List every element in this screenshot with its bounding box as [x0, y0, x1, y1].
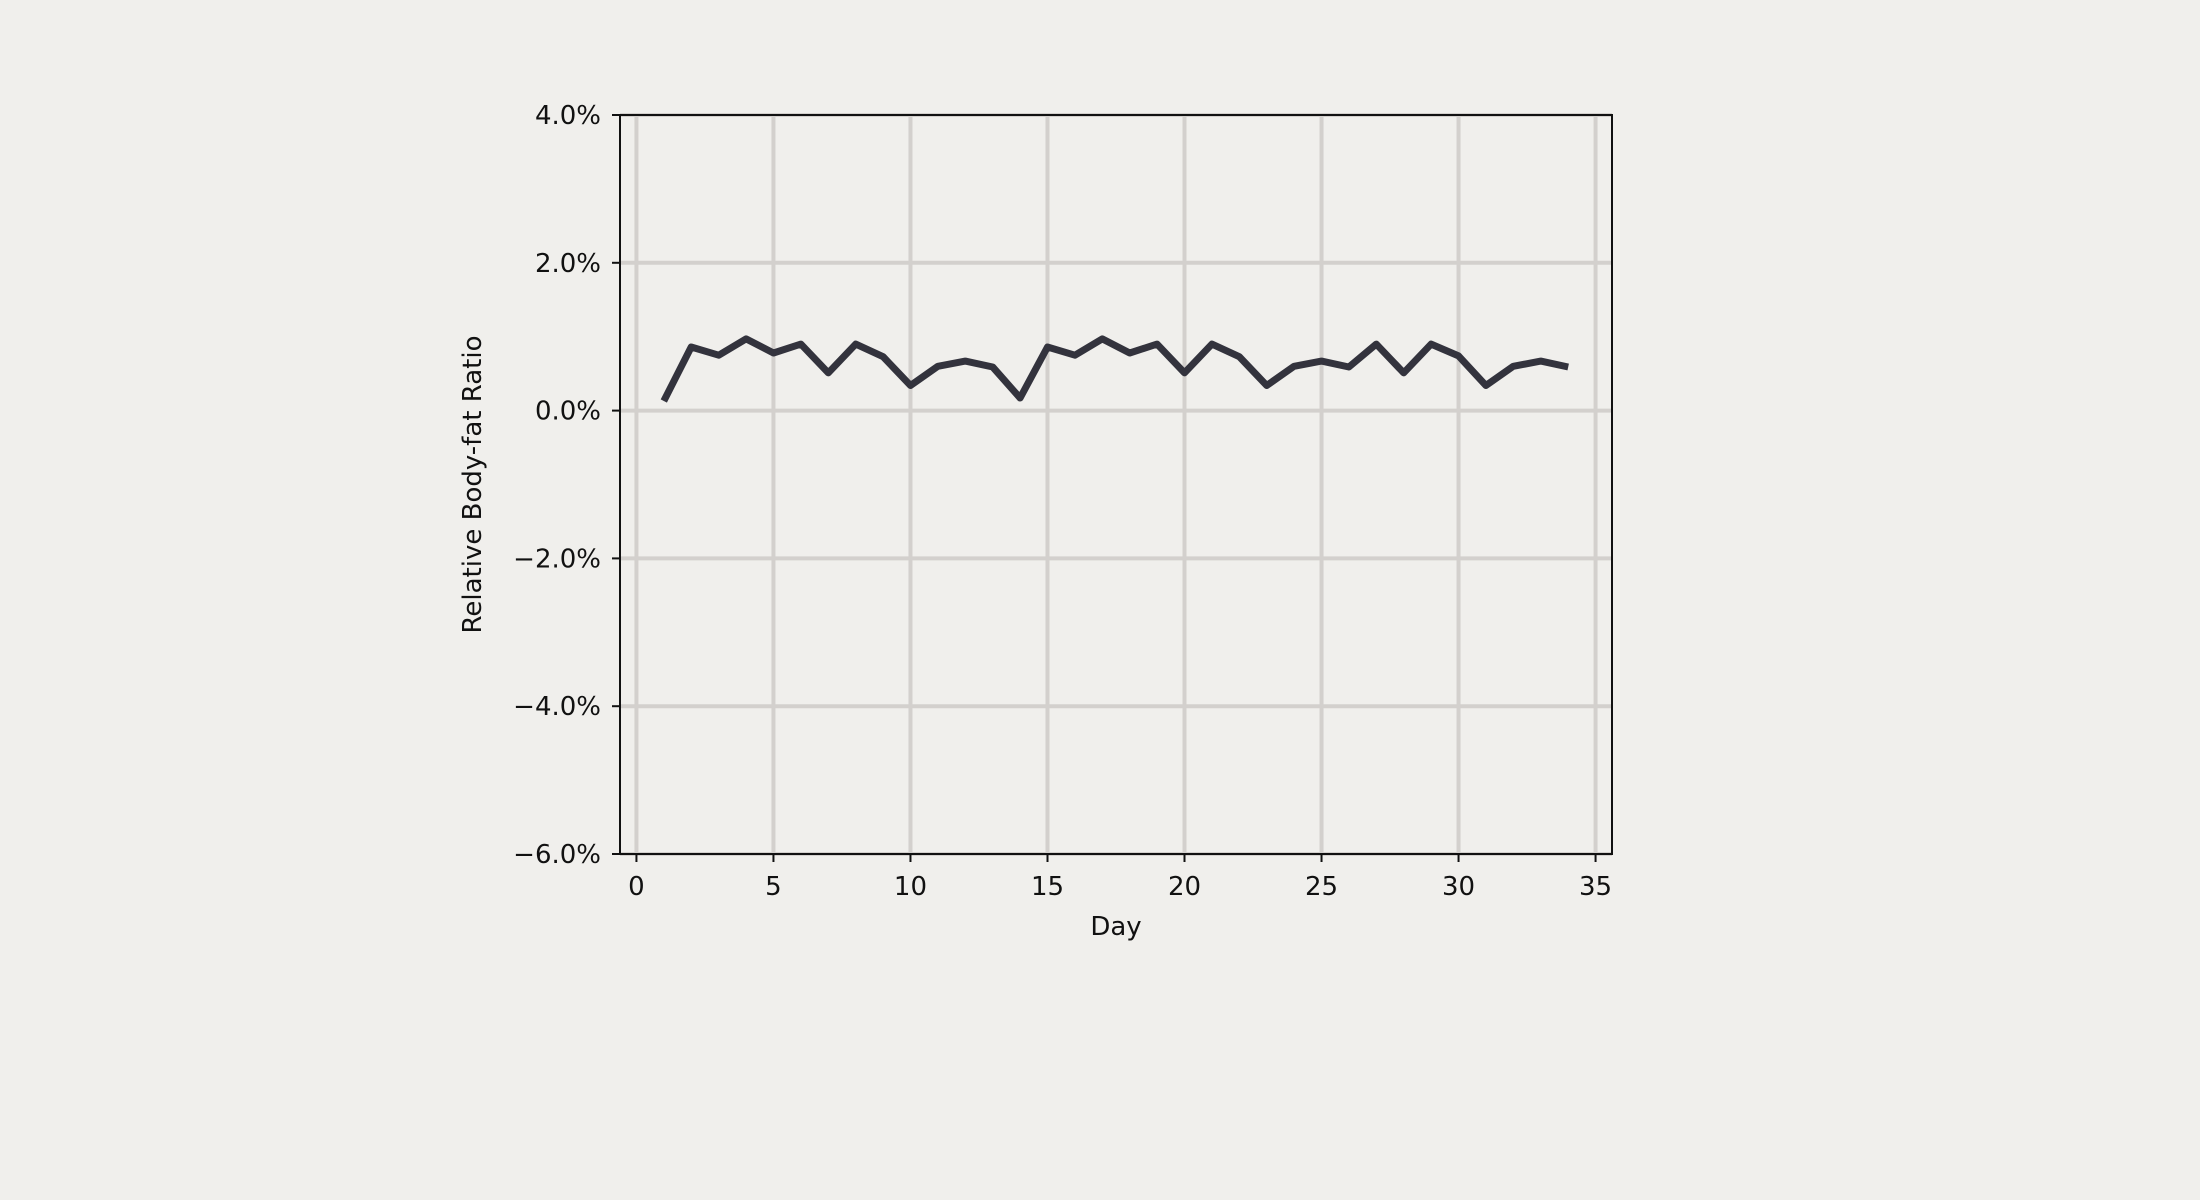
- y-tick-label: −4.0%: [513, 692, 601, 722]
- x-axis-label: Day: [1090, 912, 1141, 942]
- y-tick-label: −2.0%: [513, 544, 601, 574]
- y-tick-label: 4.0%: [535, 101, 601, 131]
- grid: [620, 113, 1612, 856]
- x-axis: 0 5 10 15 20 25 30 35: [628, 854, 1612, 902]
- x-tick-label: 10: [894, 872, 927, 902]
- y-tick-label: 0.0%: [535, 397, 601, 427]
- x-tick-label: 0: [628, 872, 645, 902]
- y-tick-label: 2.0%: [535, 249, 601, 279]
- series-layer: [660, 335, 1569, 403]
- x-tick-label: 35: [1579, 872, 1612, 902]
- y-tick-label: −6.0%: [513, 840, 601, 870]
- x-tick-label: 5: [765, 872, 782, 902]
- y-axis-label: Relative Body-fat Ratio: [458, 336, 488, 634]
- y-axis: 4.0% 2.0% 0.0% −2.0% −4.0% −6.0%: [513, 101, 620, 870]
- x-tick-label: 30: [1442, 872, 1475, 902]
- x-tick-label: 25: [1305, 872, 1338, 902]
- series-line: [660, 335, 1569, 403]
- x-tick-label: 20: [1168, 872, 1201, 902]
- plot-frame: [619, 114, 1613, 855]
- x-tick-label: 15: [1031, 872, 1064, 902]
